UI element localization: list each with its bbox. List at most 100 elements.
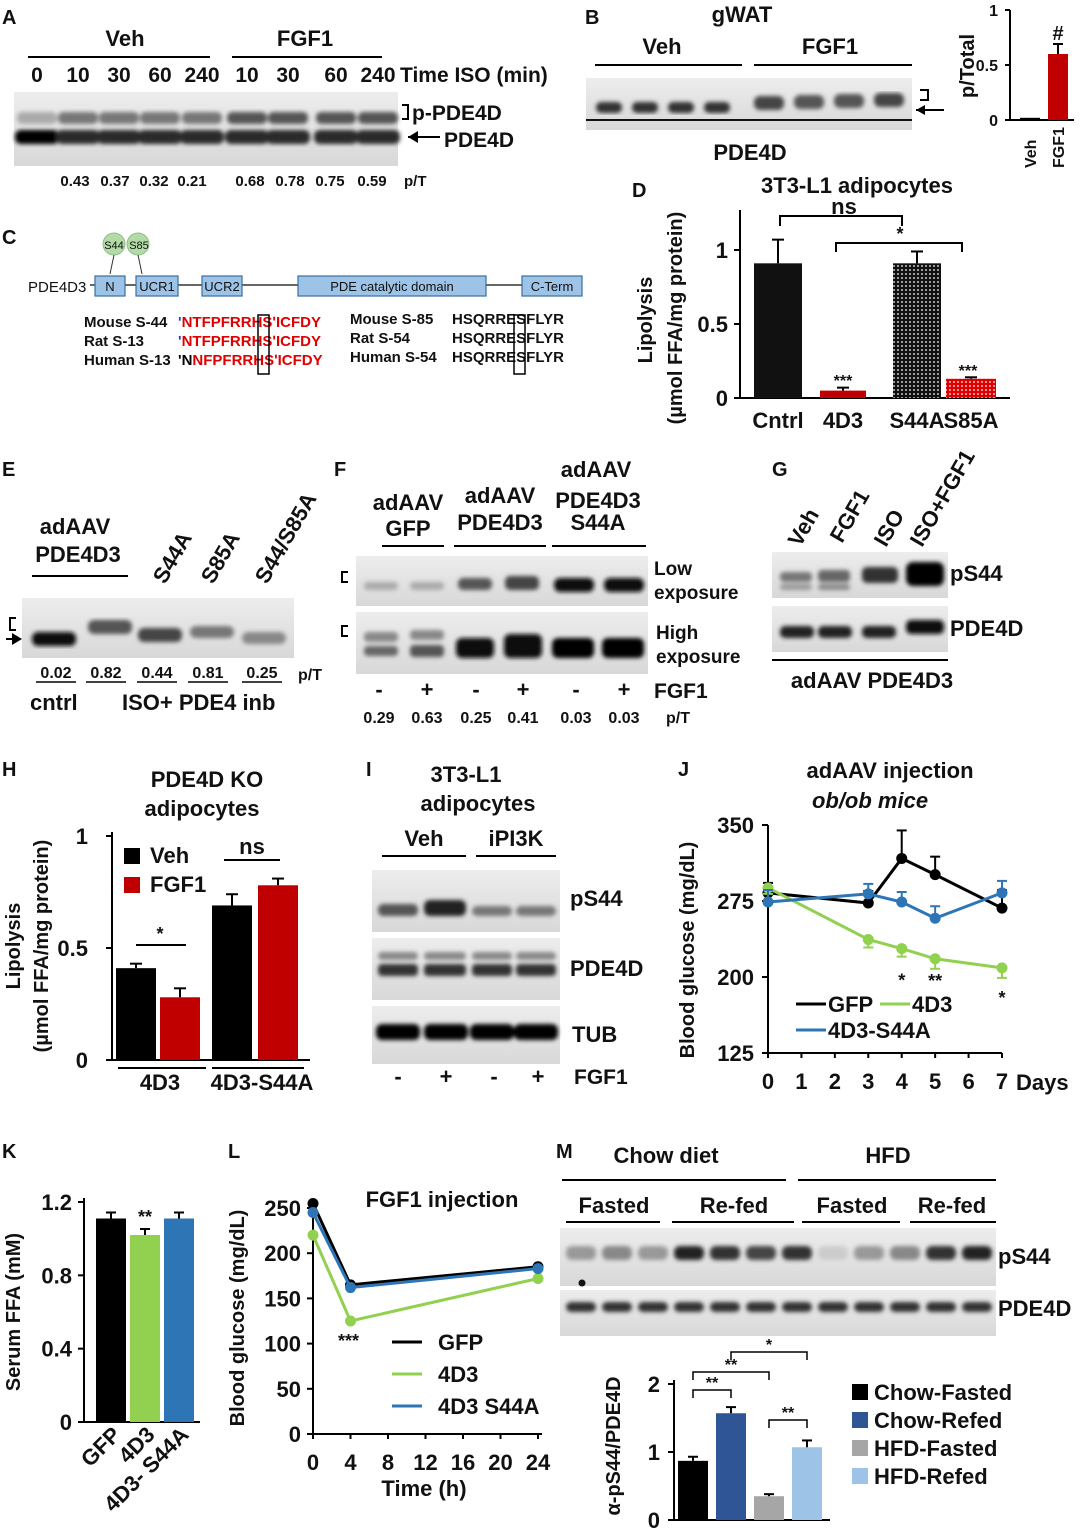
e-mut-1: S44A: [148, 527, 197, 587]
a-ratio: 0.21: [177, 173, 206, 190]
c-domain-box: [201, 275, 243, 297]
a-band-phospho: [99, 112, 139, 124]
j-title-1: adAAV injection: [806, 758, 973, 783]
m-band-pde: [602, 1302, 632, 1312]
a-band-phospho: [182, 112, 222, 124]
j-point: [896, 943, 908, 955]
c-domain-label: C-Term: [531, 279, 574, 294]
m-pde4d: PDE4D: [998, 1296, 1071, 1321]
m-band-ps44: [962, 1246, 992, 1260]
m-ps44: pS44: [998, 1244, 1051, 1269]
j-point: [929, 869, 941, 881]
h-ylabel-2: (µmol FFA/mg protein): [31, 840, 53, 1053]
b-pde4d-label: PDE4D: [713, 140, 786, 165]
l-x-tick-label: 12: [413, 1450, 437, 1475]
l-y-tick-label: 0: [289, 1422, 301, 1447]
e-mut-3: S44/S85A: [250, 488, 322, 587]
panel-b: B gWAT Veh FGF1 PDE4D p/Total 1 0.5 0 Veh FG…: [585, 2, 1074, 168]
c-seq-species: Mouse S-44: [84, 314, 168, 331]
m-refed-2: Re-fed: [918, 1193, 986, 1218]
c-domain-box: [94, 275, 126, 297]
c-seq-right: HSQRRESFLYR: [452, 330, 564, 347]
l-x-tick-label: 16: [451, 1450, 475, 1475]
f-ratio: 0.03: [560, 710, 591, 727]
panel-e: E adAAV PDE4D3 S44A S85A S44/S85A 0.02 0.…: [2, 459, 322, 715]
m-band-ps44: [746, 1246, 776, 1260]
f-fgf1-sign: -: [472, 677, 479, 702]
g-lane-label: FGF1: [825, 485, 875, 546]
j-x-tick-label: 3: [862, 1069, 874, 1094]
m-chow: Chow diet: [613, 1143, 719, 1168]
a-band-phospho: [140, 112, 180, 124]
panel-label-i: I: [366, 759, 372, 781]
k-bar: [164, 1218, 194, 1422]
b-y-tick-label: 0: [989, 113, 998, 130]
e-pt: p/T: [298, 667, 322, 684]
h-group-label: 4D3: [140, 1070, 180, 1095]
a-time-tick: 240: [184, 64, 219, 87]
f-pt: p/T: [666, 710, 690, 727]
a-time-tick: 0: [31, 64, 43, 87]
j-y-tick-label: 350: [717, 813, 754, 838]
e-header-2: PDE4D3: [35, 542, 121, 567]
m-band-ps44: [782, 1246, 812, 1260]
e-header-1: adAAV: [40, 514, 111, 539]
c-seq-species: Rat S-54: [350, 330, 411, 347]
f-g2a: adAAV: [465, 483, 536, 508]
m-bar: [678, 1460, 708, 1520]
b-sig-hash: #: [1052, 23, 1063, 45]
d-y-tick-label: 1: [716, 238, 728, 263]
m-refed-1: Re-fed: [700, 1193, 768, 1218]
l-x-tick-label: 8: [382, 1450, 394, 1475]
k-y-tick-label: 0: [60, 1410, 72, 1435]
f-fgf1-sign: -: [572, 677, 579, 702]
m-band-ps44: [638, 1246, 668, 1260]
d-sig: ***: [834, 373, 853, 390]
m-band-ps44: [710, 1246, 740, 1260]
a-ratio: 0.68: [235, 173, 264, 190]
j-sig: *: [898, 971, 905, 991]
d-bar: [946, 378, 996, 398]
panel-label-e: E: [2, 459, 15, 481]
a-band-total: [314, 130, 358, 144]
e-ratio: 0.81: [192, 665, 223, 682]
j-x-tick-label: 5: [929, 1069, 941, 1094]
a-ppde4d-label: p-PDE4D: [412, 102, 502, 125]
l-ylabel: Blood glucose (mg/dL): [227, 1210, 249, 1427]
i-title-1: 3T3-L1: [431, 762, 502, 787]
i-ipi3k: iPI3K: [488, 826, 543, 851]
m-fasted-2: Fasted: [817, 1193, 888, 1218]
panel-label-b: B: [585, 7, 599, 29]
m-band-pde: [746, 1302, 776, 1312]
g-ps44: pS44: [950, 561, 1003, 586]
a-pde4d-label: PDE4D: [444, 129, 514, 152]
j-legend-label: 4D3-S44A: [828, 1018, 931, 1043]
c-protein-label: PDE4D3: [28, 279, 86, 296]
m-band-pde: [674, 1302, 704, 1312]
h-star: *: [156, 924, 163, 944]
m-band-pde: [890, 1302, 920, 1312]
j-y-tick-label: 200: [717, 965, 754, 990]
i-veh: Veh: [404, 826, 443, 851]
panel-label-c: C: [2, 227, 16, 249]
m-band-pde: [638, 1302, 668, 1312]
l-point: [345, 1315, 356, 1327]
m-band-ps44: [566, 1246, 596, 1260]
panel-label-j: J: [678, 759, 689, 781]
f-ratio: 0.41: [507, 710, 538, 727]
m-band-pde: [566, 1302, 596, 1312]
a-time-tick: 60: [324, 64, 347, 87]
f-fgf1: FGF1: [654, 680, 708, 703]
d-bar: [893, 263, 941, 398]
d-ylabel-2: (µmol FFA/mg protein): [665, 212, 687, 425]
j-sig: **: [928, 971, 942, 991]
m-band-pde: [926, 1302, 956, 1312]
j-point: [862, 934, 874, 946]
i-fgf1-sign: +: [532, 1064, 545, 1089]
panel-l: L FGF1 injection Blood glucose (mg/dL) T…: [227, 1141, 551, 1501]
l-sig: ***: [338, 1331, 359, 1351]
l-x-tick-label: 4: [344, 1450, 357, 1475]
l-y-tick-label: 250: [264, 1196, 301, 1221]
